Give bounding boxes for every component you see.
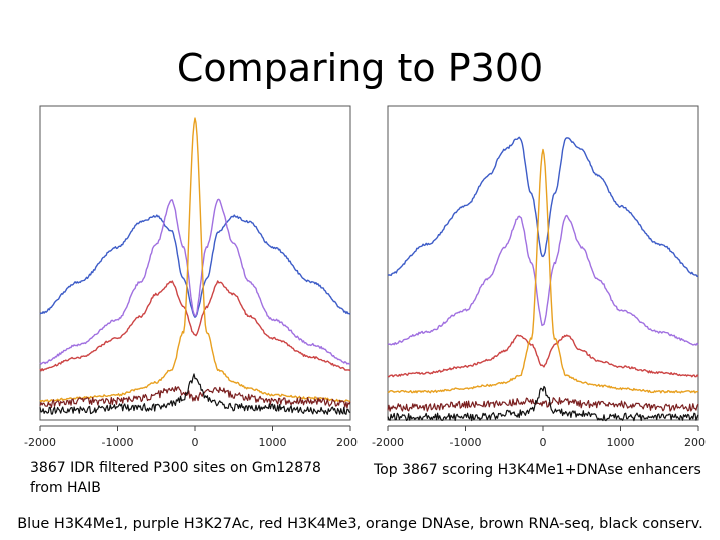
x-tick-label: 1000	[607, 436, 635, 449]
series-line-rna-seq	[39, 386, 351, 409]
x-tick-label: 0	[192, 436, 199, 449]
x-tick-label: 2000	[684, 436, 706, 449]
x-tick-label: 0	[540, 436, 547, 449]
plot-frame	[387, 105, 699, 421]
series-line-dnase	[387, 148, 699, 394]
series-line-h3k27ac	[387, 214, 699, 346]
series-line-h3k4me1	[39, 214, 351, 318]
x-tick-label: -2000	[24, 436, 56, 449]
chart-right: -2000 -1000 0 1000 2000	[372, 105, 712, 449]
series-line-h3k4me1	[387, 136, 699, 278]
caption-right: Top 3867 scoring H3K4Me1+DNAse enhancers	[374, 462, 701, 478]
series-line-dnase	[39, 117, 351, 403]
slide-title: Comparing to P300	[176, 46, 544, 90]
chart-panel-right: -2000 -1000 0 1000 2000	[372, 96, 712, 456]
legend-text: Blue H3K4Me1, purple H3K27Ac, red H3K4Me…	[17, 516, 703, 532]
chart-left: -2000 -1000 0 1000 2000	[24, 105, 364, 449]
series-line-h3k4me3	[387, 334, 699, 378]
x-tick-label: -2000	[372, 436, 404, 449]
series-line-rna-seq	[387, 397, 699, 412]
x-tick-label: -1000	[102, 436, 134, 449]
series-line-h3k4me3	[39, 280, 351, 372]
x-tick-label: 1000	[259, 436, 287, 449]
x-tick-label: 2000	[336, 436, 358, 449]
chart-panel-left: -2000 -1000 0 1000 2000	[24, 96, 364, 456]
x-tick-label: -1000	[450, 436, 482, 449]
series-line-h3k27ac	[39, 198, 351, 365]
caption-left: 3867 IDR filtered P300 sites on Gm12878 …	[30, 460, 321, 496]
plot-frame	[39, 105, 351, 421]
series-line-conserv	[387, 385, 699, 422]
series-line-conserv	[39, 373, 351, 415]
